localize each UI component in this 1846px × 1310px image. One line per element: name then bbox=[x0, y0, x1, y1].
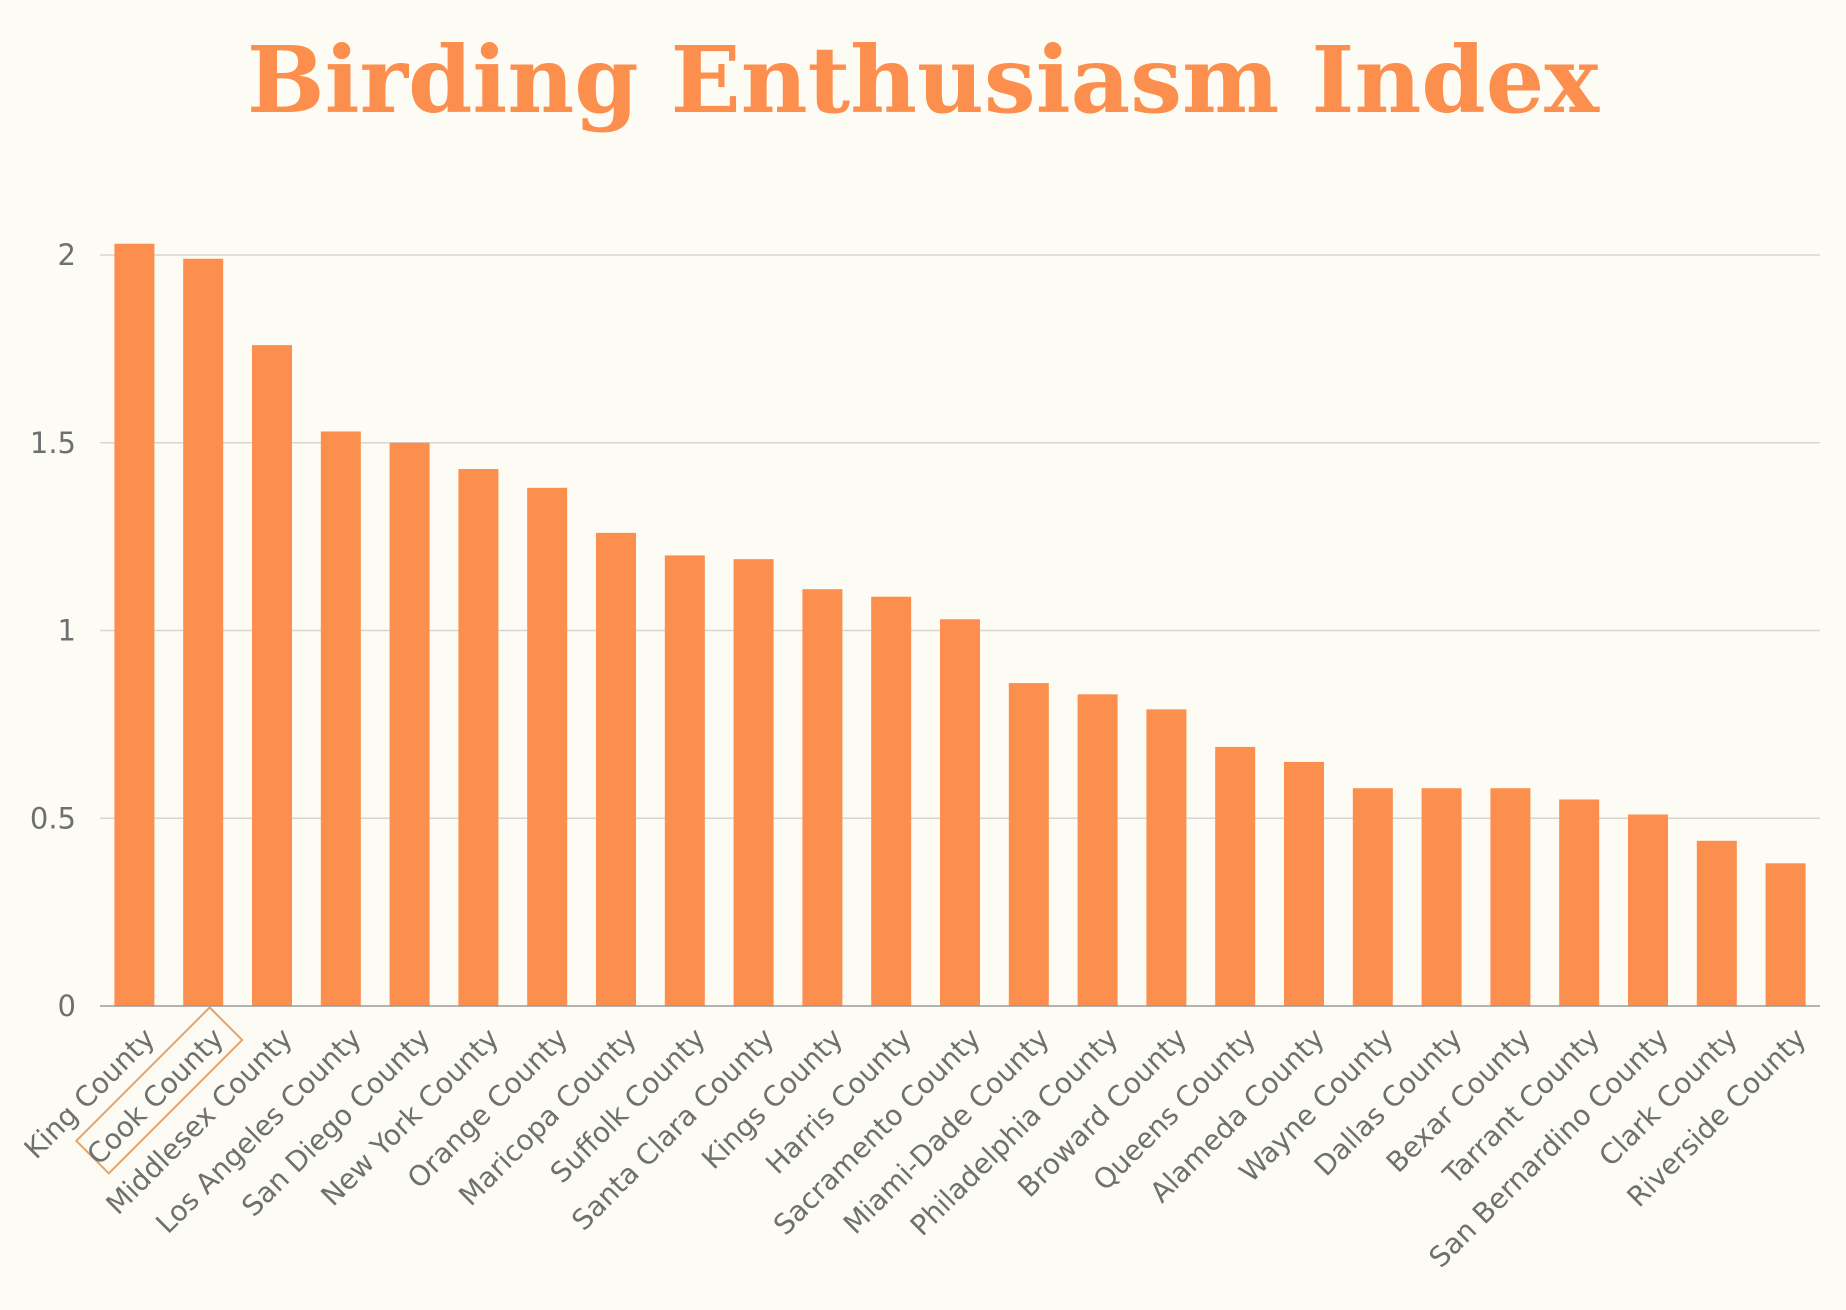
bar bbox=[252, 345, 292, 1006]
bar bbox=[1146, 709, 1187, 1006]
bar bbox=[1490, 788, 1531, 1006]
bar bbox=[1077, 694, 1118, 1006]
bar bbox=[389, 442, 430, 1006]
bar bbox=[1421, 788, 1462, 1006]
chart-title: Birding Enthusiasm Index bbox=[246, 26, 1600, 134]
bar bbox=[733, 559, 774, 1006]
y-tick-label: 1.5 bbox=[30, 426, 76, 460]
bar bbox=[1352, 788, 1393, 1006]
bar bbox=[320, 431, 361, 1006]
bar bbox=[1765, 863, 1806, 1006]
bar bbox=[183, 258, 224, 1006]
bar bbox=[458, 469, 499, 1006]
bar bbox=[871, 596, 912, 1006]
bar bbox=[802, 589, 843, 1006]
highlight-box bbox=[74, 1006, 244, 1175]
bar bbox=[1284, 761, 1324, 1006]
y-tick-label: 0 bbox=[58, 989, 76, 1023]
bar bbox=[664, 555, 705, 1006]
bar bbox=[940, 619, 980, 1006]
bar bbox=[527, 487, 568, 1006]
bar bbox=[114, 243, 155, 1007]
bar bbox=[1628, 814, 1668, 1006]
bar bbox=[1008, 683, 1049, 1006]
bar bbox=[1696, 840, 1737, 1006]
bar bbox=[596, 532, 636, 1006]
y-tick-label: 1 bbox=[58, 614, 76, 648]
y-tick-label: 0.5 bbox=[30, 801, 76, 835]
bar bbox=[1215, 746, 1256, 1006]
y-tick-label: 2 bbox=[58, 238, 76, 272]
bar bbox=[1559, 799, 1600, 1006]
